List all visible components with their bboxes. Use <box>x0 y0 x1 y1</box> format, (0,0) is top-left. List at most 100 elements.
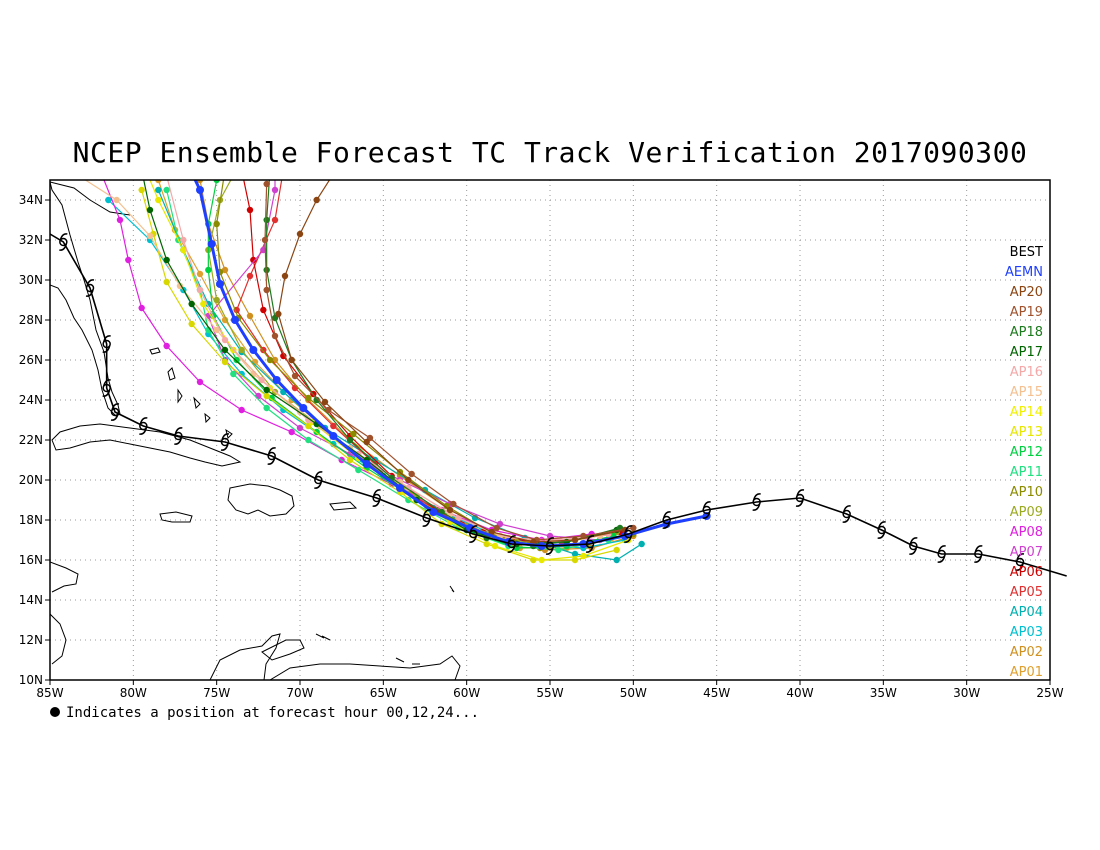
hurricane-symbol-icon <box>937 545 946 563</box>
forecast-note: Indicates a position at forecast hour 00… <box>50 705 479 721</box>
hurricane-symbol-icon <box>624 525 633 543</box>
track-point-ap01 <box>221 316 229 324</box>
track-point-ap02 <box>196 180 204 184</box>
track-point-ap11 <box>305 436 312 444</box>
track-point-ap20 <box>363 438 370 446</box>
legend-item-ap16: AP16 <box>1010 365 1043 380</box>
legend-item-ap10: AP10 <box>1010 485 1043 500</box>
track-point-ap17 <box>146 206 154 214</box>
track-point-ap16 <box>305 416 312 424</box>
legend-item-ap02: AP02 <box>1010 645 1043 660</box>
x-tick-label: 70W <box>286 686 313 700</box>
track-point-ap05 <box>280 167 286 173</box>
y-tick-label: 24N <box>19 393 43 407</box>
track-point-ap16 <box>163 173 169 179</box>
track-point-ap20 <box>296 230 304 238</box>
track-point-ap05 <box>246 272 254 280</box>
y-tick-label: 20N <box>19 473 43 487</box>
track-point-ap20 <box>288 356 295 364</box>
hurricane-symbol-icon <box>974 545 983 563</box>
track-point-ap06 <box>238 167 244 173</box>
track-line-ap06 <box>243 180 621 543</box>
track-point-ap15 <box>63 165 69 171</box>
legend-item-ap09: AP09 <box>1010 505 1043 520</box>
track-point-ap11 <box>230 370 237 378</box>
hurricane-symbol-icon <box>267 447 276 465</box>
best-track <box>49 233 1067 577</box>
hurricane-symbol-icon <box>662 511 671 529</box>
track-line-ap15 <box>84 180 601 543</box>
track-point-aemn <box>189 172 197 180</box>
track-point-ap16 <box>455 514 462 522</box>
track-point-ap03 <box>105 196 112 204</box>
hurricane-symbol-icon <box>877 521 886 539</box>
x-tick-label: 35W <box>870 686 897 700</box>
track-point-ap11 <box>355 466 362 474</box>
legend-item-ap03: AP03 <box>1010 625 1043 640</box>
track-line-ap08 <box>103 180 592 541</box>
track-point-aemn <box>216 280 224 288</box>
track-point-ap20 <box>275 310 282 318</box>
y-tick-label: 16N <box>19 553 43 567</box>
track-point-ap06 <box>250 256 257 264</box>
track-point-ap08 <box>97 167 103 173</box>
forecast-note-text: Indicates a position at forecast hour 00… <box>66 705 479 721</box>
y-tick-label: 18N <box>19 513 43 527</box>
track-line-ap20 <box>277 180 626 543</box>
track-point-ap20 <box>281 272 289 280</box>
legend-item-ap13: AP13 <box>1010 425 1043 440</box>
track-point-ap06 <box>246 206 254 214</box>
hurricane-symbol-icon <box>545 537 555 555</box>
track-point-ap13 <box>571 556 579 564</box>
track-point-ap07 <box>272 157 278 163</box>
y-tick-label: 10N <box>19 673 43 687</box>
x-tick-label: 85W <box>36 686 63 700</box>
grid <box>50 180 1050 680</box>
track-point-ap16 <box>405 484 412 492</box>
legend-item-ap20: AP20 <box>1010 285 1043 300</box>
track-point-ap20 <box>321 398 329 406</box>
hurricane-symbol-icon <box>102 379 111 397</box>
hurricane-symbol-icon <box>174 427 183 445</box>
track-point-ap06 <box>280 352 287 360</box>
track-point-ap12 <box>268 394 275 402</box>
track-point-ap13 <box>138 186 145 194</box>
track-point-ap06 <box>260 306 267 314</box>
track-point-ap20 <box>405 476 412 484</box>
hurricane-symbol-icon <box>1015 553 1025 571</box>
y-tick-label: 22N <box>19 433 43 447</box>
hurricane-symbol-icon <box>795 489 805 507</box>
track-point-ap17 <box>188 300 195 308</box>
track-point-aemn <box>362 460 371 468</box>
track-point-ap13 <box>346 456 354 464</box>
track-point-ap10 <box>305 394 312 402</box>
track-point-ap07 <box>255 392 262 400</box>
legend-item-ap05: AP05 <box>1010 585 1043 600</box>
track-point-ap19 <box>261 236 269 244</box>
track-line-ap05 <box>235 180 609 543</box>
track-point-ap01 <box>196 270 204 278</box>
track-point-aemn <box>272 376 281 384</box>
track-point-ap04 <box>613 556 620 564</box>
hurricane-symbol-icon <box>585 535 595 553</box>
track-point-ap19 <box>408 470 415 478</box>
hurricane-symbol-icon <box>59 233 68 251</box>
hurricane-symbol-icon <box>842 505 851 523</box>
track-point-ap20 <box>313 196 320 204</box>
track-point-ap14 <box>538 556 545 564</box>
track-point-ap14 <box>580 552 587 560</box>
track-point-ap08 <box>116 216 124 224</box>
legend-item-ap06: AP06 <box>1010 565 1043 580</box>
track-line-ap14 <box>149 180 629 561</box>
track-point-ap16 <box>196 286 204 294</box>
track-point-ap14 <box>180 246 187 254</box>
x-tick-label: 60W <box>453 686 480 700</box>
track-line-ap11 <box>166 189 609 551</box>
hurricane-symbol-icon <box>507 535 516 553</box>
track-point-aemn <box>207 240 216 248</box>
track-point-ap18 <box>346 436 354 444</box>
track-point-ap15 <box>113 196 120 204</box>
position-dot-icon <box>50 707 60 717</box>
track-point-ap07 <box>296 424 304 432</box>
